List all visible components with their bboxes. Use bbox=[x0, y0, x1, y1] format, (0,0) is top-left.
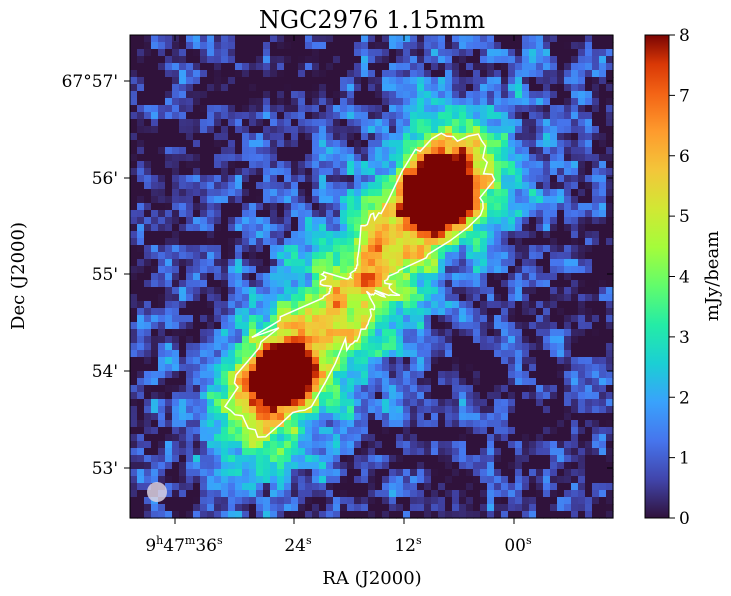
colorbar-tick-label: 8 bbox=[679, 26, 690, 46]
chart-title: NGC2976 1.15mm bbox=[259, 6, 485, 34]
y-tick-label: 53' bbox=[92, 459, 118, 479]
colorbar-tick-label: 4 bbox=[679, 268, 690, 288]
y-tick-label: 56' bbox=[92, 169, 118, 189]
x-axis: 9h47m36s 24s 12s 00s bbox=[145, 35, 532, 556]
colorbar-tick-label: 3 bbox=[679, 328, 690, 348]
x-tick-label: 00s bbox=[504, 534, 532, 556]
colorbar-tick-label: 7 bbox=[679, 86, 690, 106]
x-tick-label: 24s bbox=[284, 534, 312, 556]
colorbar-tick-label: 6 bbox=[679, 147, 690, 167]
beam-marker bbox=[147, 482, 167, 502]
y-axis-label: Dec (J2000) bbox=[8, 222, 29, 330]
colorbar-tick-label: 1 bbox=[679, 449, 690, 469]
y-tick-label: 54' bbox=[92, 362, 118, 382]
y-tick-label: 55' bbox=[92, 265, 118, 285]
colorbar-tick-label: 2 bbox=[679, 388, 690, 408]
colorbar-tick-label: 0 bbox=[679, 509, 690, 529]
heatmap-plot bbox=[129, 34, 614, 519]
x-axis-label: RA (J2000) bbox=[322, 568, 421, 589]
x-tick-label: 12s bbox=[394, 534, 422, 556]
colorbar: 0 1 2 3 4 5 6 7 8 mJy/beam bbox=[644, 26, 723, 529]
heatmap-pixels bbox=[130, 35, 614, 519]
colorbar-label: mJy/beam bbox=[702, 231, 723, 322]
y-tick-label: 67°57' bbox=[62, 72, 118, 92]
contour-line bbox=[223, 132, 496, 438]
x-tick-label: 9h47m36s bbox=[145, 534, 223, 556]
colorbar-gradient bbox=[645, 35, 669, 518]
plot-frame bbox=[129, 34, 614, 519]
colorbar-tick-label: 5 bbox=[679, 207, 690, 227]
y-axis: 53' 54' 55' 56' 67°57' bbox=[62, 72, 613, 479]
colorbar-ticks: 0 1 2 3 4 5 6 7 8 bbox=[669, 26, 690, 529]
